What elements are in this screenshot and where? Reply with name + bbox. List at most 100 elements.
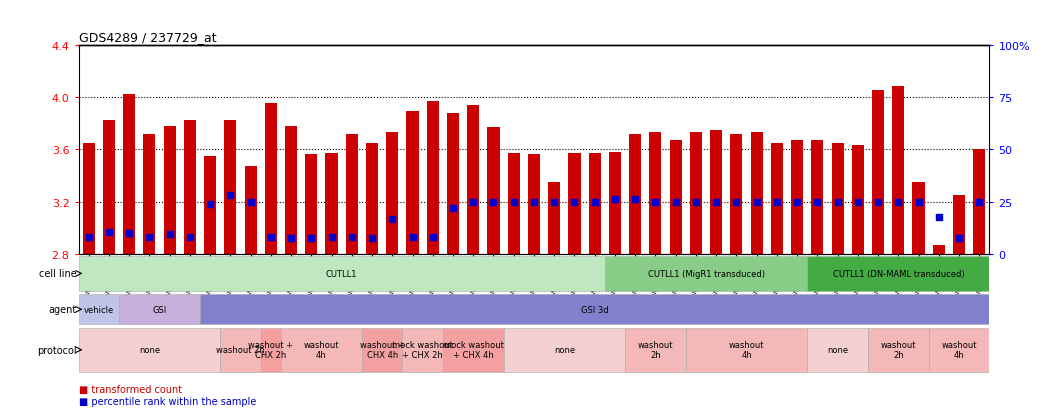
Point [910,199,927,205]
Point [81,234,97,241]
Text: none: none [554,345,575,354]
Bar [605,256,807,292]
Bar [528,155,540,254]
Bar [143,134,155,254]
Bar [625,328,686,372]
Point [545,199,562,205]
Bar [346,134,358,254]
Point [424,234,441,241]
Point [202,202,219,208]
Point [506,199,522,205]
Bar [362,328,402,372]
Bar [163,126,176,254]
Text: CUTLL1 (MigR1 transduced): CUTLL1 (MigR1 transduced) [647,269,764,278]
Point [951,235,967,242]
Point [809,199,826,205]
Bar [852,146,864,254]
Bar [326,154,337,254]
Text: none: none [139,345,160,354]
Text: GSI: GSI [153,305,166,314]
Point [586,199,603,205]
Bar [807,328,868,372]
Bar [443,328,504,372]
Bar [831,143,844,254]
Bar [649,133,662,254]
Bar [184,121,196,254]
Bar [588,154,601,254]
Text: GSI 3d: GSI 3d [581,305,608,314]
Point [849,199,866,205]
Bar [265,104,276,254]
Bar [261,328,281,372]
Point [101,229,117,235]
Bar [488,128,499,254]
Text: washout
4h: washout 4h [941,340,977,360]
Bar [913,183,925,254]
Point [141,234,158,241]
Point [404,234,421,241]
Bar [569,154,580,254]
Point [749,199,765,205]
Text: washout 2h: washout 2h [216,345,265,354]
Text: washout
4h: washout 4h [304,340,339,360]
Point [971,199,987,205]
Text: protocol: protocol [37,345,76,355]
Point [708,199,725,205]
Point [485,199,502,205]
Bar [933,245,944,254]
Text: CUTLL1: CUTLL1 [326,269,357,278]
Point [384,216,401,223]
Bar [204,157,216,254]
Bar [872,91,884,254]
Point [647,199,664,205]
Bar [366,143,378,254]
Text: washout +
CHX 4h: washout + CHX 4h [360,340,404,360]
Bar [710,131,722,254]
Bar [868,328,929,372]
Bar [79,256,605,292]
Bar [731,134,742,254]
Bar [690,133,701,254]
Text: washout
2h: washout 2h [881,340,916,360]
Bar [220,328,261,372]
Point [120,230,137,237]
Bar [119,294,200,325]
Bar [508,154,519,254]
Point [324,234,340,241]
Text: washout
2h: washout 2h [638,340,673,360]
Bar [549,183,560,254]
Text: ■ percentile rank within the sample: ■ percentile rank within the sample [79,396,255,406]
Text: washout +
CHX 2h: washout + CHX 2h [248,340,293,360]
Bar [386,133,398,254]
Bar [504,328,625,372]
Point [161,231,178,238]
Text: none: none [827,345,848,354]
Bar [406,112,419,254]
Bar [929,328,989,372]
Bar [427,102,439,254]
Point [627,196,644,203]
Point [445,205,462,212]
Bar [200,294,989,325]
Text: ■ transformed count: ■ transformed count [79,385,181,394]
Text: washout
4h: washout 4h [729,340,764,360]
Bar [974,150,985,254]
Point [181,234,198,241]
Bar [467,105,480,254]
Point [526,199,542,205]
Point [788,199,805,205]
Bar [79,328,220,372]
Text: mock washout
+ CHX 4h: mock washout + CHX 4h [443,340,504,360]
Bar [306,155,317,254]
Bar [670,141,682,254]
Bar [953,196,965,254]
Text: CUTLL1 (DN-MAML transduced): CUTLL1 (DN-MAML transduced) [832,269,964,278]
Bar [811,141,823,254]
Bar [686,328,807,372]
Bar [609,152,621,254]
Point [667,199,684,205]
Point [465,199,482,205]
Bar [751,133,762,254]
Point [283,235,299,242]
Point [566,199,583,205]
